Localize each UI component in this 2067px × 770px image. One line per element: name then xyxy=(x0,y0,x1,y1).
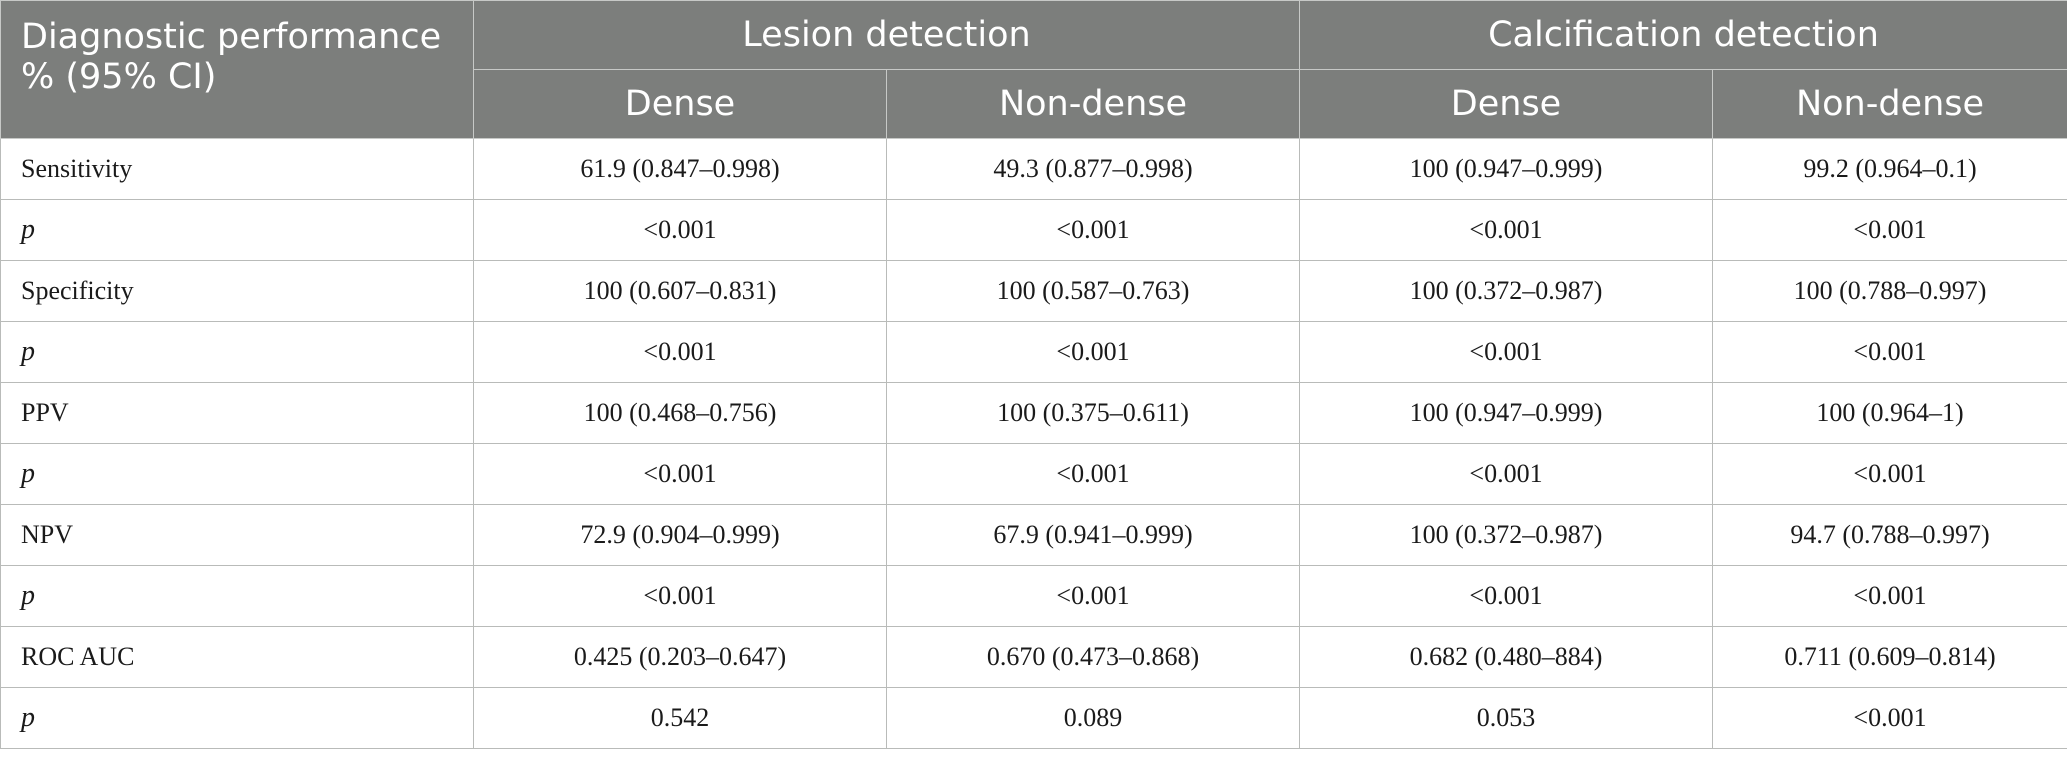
table-cell: 0.542 xyxy=(473,687,887,749)
table-cell: 0.425 (0.203–0.647) xyxy=(473,626,887,688)
table-cell: 100 (0.375–0.611) xyxy=(886,382,1300,444)
header-sub-row: Dense Non-dense Dense Non-dense xyxy=(1,69,2067,139)
table-cell: 100 (0.372–0.987) xyxy=(1299,504,1713,566)
table-cell: <0.001 xyxy=(1712,565,2067,627)
table-cell: <0.001 xyxy=(1712,199,2067,261)
table-cell: <0.001 xyxy=(473,321,887,383)
table-cell: <0.001 xyxy=(1299,199,1713,261)
table-cell: <0.001 xyxy=(473,565,887,627)
table-cell: 100 (0.587–0.763) xyxy=(886,260,1300,322)
row-label: p xyxy=(0,321,474,383)
table-cell: <0.001 xyxy=(1712,443,2067,505)
header-group-row: Diagnostic performance % (95% CI) Lesion… xyxy=(0,0,2067,139)
row-label: p xyxy=(0,687,474,749)
table-row: PPV 100 (0.468–0.756) 100 (0.375–0.611) … xyxy=(0,382,2067,444)
table-cell: 0.711 (0.609–0.814) xyxy=(1712,626,2067,688)
table-cell: <0.001 xyxy=(886,199,1300,261)
table-cell: 100 (0.607–0.831) xyxy=(473,260,887,322)
table-cell: <0.001 xyxy=(1712,687,2067,749)
subheader-calcification-dense: Dense xyxy=(1299,69,1713,139)
row-label: p xyxy=(0,565,474,627)
table-row: p <0.001 <0.001 <0.001 <0.001 xyxy=(0,199,2067,261)
table-cell: <0.001 xyxy=(1299,443,1713,505)
subheader-lesion-dense: Dense xyxy=(473,69,887,139)
row-label: ROC AUC xyxy=(0,626,474,688)
table-cell: <0.001 xyxy=(473,199,887,261)
subheader-lesion-non-dense: Non-dense xyxy=(886,69,1300,139)
table-cell: <0.001 xyxy=(1299,321,1713,383)
table-body: Sensitivity 61.9 (0.847–0.998) 49.3 (0.8… xyxy=(0,138,2067,749)
diagnostic-performance-table: Diagnostic performance % (95% CI) Lesion… xyxy=(0,0,2067,749)
table-cell: 0.089 xyxy=(886,687,1300,749)
row-label: Sensitivity xyxy=(0,138,474,200)
table-cell: 61.9 (0.847–0.998) xyxy=(473,138,887,200)
table-cell: 72.9 (0.904–0.999) xyxy=(473,504,887,566)
table-cell: 100 (0.788–0.997) xyxy=(1712,260,2067,322)
corner-header: Diagnostic performance % (95% CI) xyxy=(0,0,474,139)
group-header-lesion: Lesion detection xyxy=(473,0,1300,70)
row-label: PPV xyxy=(0,382,474,444)
group-header-calcification: Calcification detection xyxy=(1299,0,2067,70)
table-cell: 100 (0.468–0.756) xyxy=(473,382,887,444)
row-label: p xyxy=(0,199,474,261)
table-cell: 0.682 (0.480–884) xyxy=(1299,626,1713,688)
table-cell: 100 (0.947–0.999) xyxy=(1299,382,1713,444)
table-row: p <0.001 <0.001 <0.001 <0.001 xyxy=(0,321,2067,383)
table-row: p <0.001 <0.001 <0.001 <0.001 xyxy=(0,565,2067,627)
row-label: p xyxy=(0,443,474,505)
subheader-calcification-non-dense: Non-dense xyxy=(1712,69,2067,139)
table-cell: 0.053 xyxy=(1299,687,1713,749)
table-cell: 100 (0.372–0.987) xyxy=(1299,260,1713,322)
table-cell: 67.9 (0.941–0.999) xyxy=(886,504,1300,566)
table-cell: 99.2 (0.964–0.1) xyxy=(1712,138,2067,200)
table-row: Sensitivity 61.9 (0.847–0.998) 49.3 (0.8… xyxy=(0,138,2067,200)
row-label: Specificity xyxy=(0,260,474,322)
table-row: p <0.001 <0.001 <0.001 <0.001 xyxy=(0,443,2067,505)
table-row: Specificity 100 (0.607–0.831) 100 (0.587… xyxy=(0,260,2067,322)
table-row: p 0.542 0.089 0.053 <0.001 xyxy=(0,687,2067,749)
table-row: ROC AUC 0.425 (0.203–0.647) 0.670 (0.473… xyxy=(0,626,2067,688)
table-cell: 100 (0.947–0.999) xyxy=(1299,138,1713,200)
row-label: NPV xyxy=(0,504,474,566)
table-row: NPV 72.9 (0.904–0.999) 67.9 (0.941–0.999… xyxy=(0,504,2067,566)
table-cell: <0.001 xyxy=(886,565,1300,627)
table-header: Diagnostic performance % (95% CI) Lesion… xyxy=(0,0,2067,139)
table-cell: 100 (0.964–1) xyxy=(1712,382,2067,444)
table-cell: <0.001 xyxy=(886,321,1300,383)
table-cell: <0.001 xyxy=(473,443,887,505)
table-cell: 49.3 (0.877–0.998) xyxy=(886,138,1300,200)
table-cell: 94.7 (0.788–0.997) xyxy=(1712,504,2067,566)
table-cell: 0.670 (0.473–0.868) xyxy=(886,626,1300,688)
table-cell: <0.001 xyxy=(1712,321,2067,383)
table-cell: <0.001 xyxy=(1299,565,1713,627)
table-cell: <0.001 xyxy=(886,443,1300,505)
